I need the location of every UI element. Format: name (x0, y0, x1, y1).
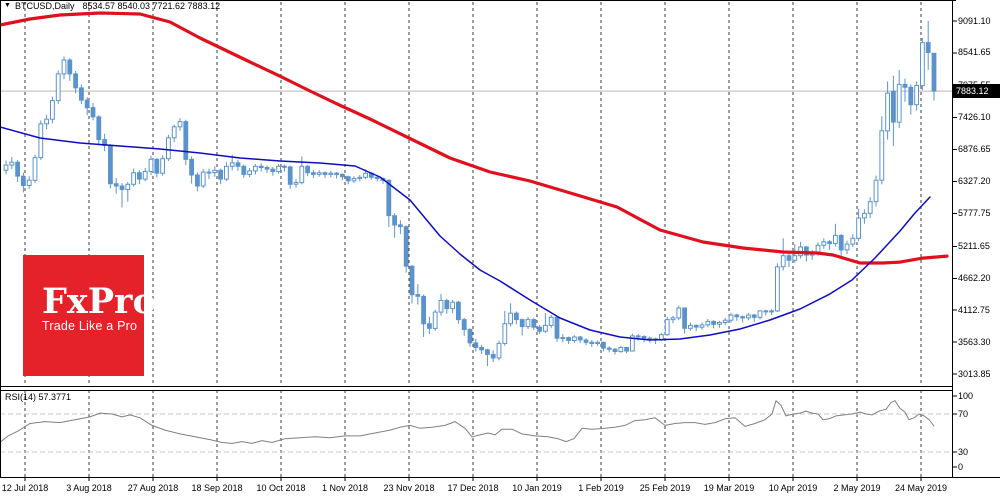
price-axis-label: 5211.65 (958, 240, 990, 251)
date-axis-label: 18 Sep 2018 (191, 483, 243, 493)
rsi-axis-label: 70 (958, 408, 969, 419)
rsi-axis-label: 0 (958, 461, 964, 472)
price-axis-label: 6876.65 (958, 144, 991, 155)
price-axis-label: 4662.20 (958, 272, 991, 283)
chart-title-row: ▼ BTCUSD,Daily 8534.57 8540.03 7721.62 788… (4, 1, 220, 11)
price-axis-label: 3013.85 (958, 368, 991, 379)
fxpro-logo-tagline: Trade Like a Pro (42, 319, 138, 333)
date-axis-label: 10 Apr 2019 (768, 483, 818, 493)
price-axis-label: 7426.10 (958, 112, 991, 123)
fxpro-logo-name: FxPro (42, 281, 156, 322)
price-axis-label: 4112.75 (958, 304, 990, 315)
date-axis-label: 2 May 2019 (833, 483, 881, 493)
price-axis-label: 8541.65 (958, 47, 991, 58)
date-axis-label: 10 Jan 2019 (512, 483, 562, 493)
date-axis-label: 10 Oct 2018 (256, 483, 306, 493)
date-axis-label: 24 May 2019 (894, 483, 948, 493)
rsi-indicator-label: RSI(14) 57.3771 (5, 392, 72, 402)
current-price-tag: 7883.12 (952, 84, 1000, 99)
date-axis-label: 27 Aug 2018 (127, 483, 179, 493)
date-axis-label: 12 Jul 2018 (1, 483, 49, 493)
fxpro-logo-background (23, 255, 144, 376)
date-axis-label: 1 Feb 2019 (578, 483, 624, 493)
date-axis-label: 17 Dec 2018 (447, 483, 499, 493)
symbol-dropdown-icon[interactable]: ▼ (4, 2, 11, 9)
date-axis-label: 19 Mar 2019 (703, 483, 755, 493)
rsi-axis-label: 100 (958, 390, 974, 401)
price-axis-label: 5777.75 (958, 207, 991, 218)
price-axis-label: 9091.10 (958, 15, 991, 26)
chart-symbol-timeframe: BTCUSD,Daily (14, 1, 75, 11)
date-axis-label: 25 Feb 2019 (639, 483, 691, 493)
fxpro-logo: FxPro Trade Like a Pro (23, 255, 156, 376)
rsi-axis-label: 30 (958, 446, 969, 457)
date-axis-label: 23 Nov 2018 (383, 483, 435, 493)
date-axis-label: 1 Nov 2018 (321, 483, 369, 493)
price-axis-label: 3563.30 (958, 336, 991, 347)
chart-ohlc-readout: 8534.57 8540.03 7721.62 7883.12 (82, 1, 221, 11)
price-axis-label: 6327.20 (958, 176, 991, 187)
date-axis-label: 3 Aug 2018 (66, 483, 112, 493)
